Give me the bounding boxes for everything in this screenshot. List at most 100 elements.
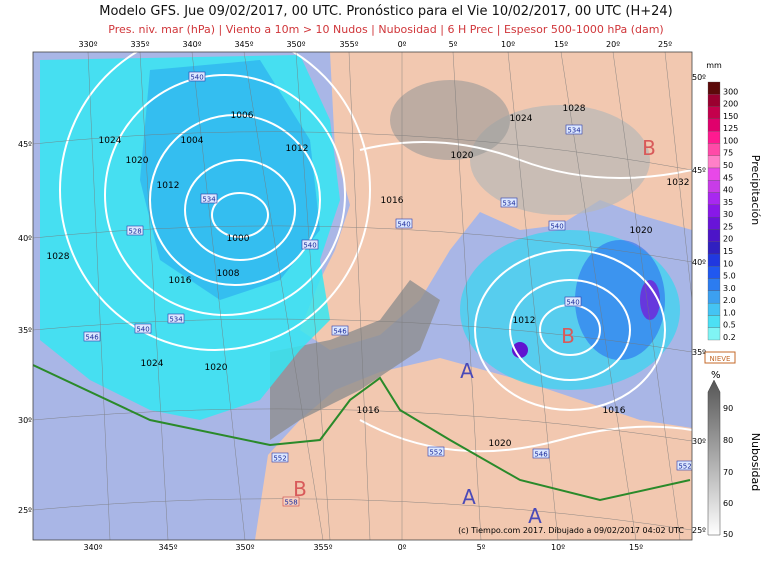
isobar-label: 1028 (563, 104, 586, 114)
isobar-label: 1032 (667, 178, 690, 188)
lon-label: 340º (182, 40, 201, 49)
precip-swatch (707, 241, 721, 255)
isobar-label: 1000 (227, 234, 250, 244)
thickness-label: 558 (284, 499, 297, 507)
precip-label: 25 (723, 222, 733, 231)
cloud-label: 90 (723, 404, 733, 413)
precip-swatch (707, 130, 721, 144)
lon-label: 15º (629, 543, 643, 552)
lat-label: 30º (692, 437, 706, 446)
precip-swatch (707, 302, 721, 316)
isobar-label: 1024 (99, 136, 122, 146)
thickness-box (126, 225, 144, 236)
precip-label: 35 (723, 198, 733, 207)
lat-label: 45º (692, 166, 706, 175)
thickness-box (564, 296, 582, 307)
precip-label: 40 (723, 186, 733, 195)
lon-label: 345º (234, 40, 253, 49)
thickness-label: 540 (566, 299, 579, 307)
thickness-label: 534 (502, 200, 516, 208)
lon-label: 10º (501, 40, 515, 49)
lon-label: 340º (83, 543, 102, 552)
snow-box (704, 351, 736, 364)
credit: (c) Tiempo.com 2017. Dibujado a 09/02/20… (458, 526, 684, 535)
precip-swatch (707, 229, 721, 242)
lon-label: 0º (398, 543, 407, 552)
isobar-label: 1024 (510, 114, 533, 124)
isobar-label: 1008 (217, 269, 240, 279)
lat-label: 35º (18, 326, 32, 335)
precip-title: Precipitación (749, 155, 762, 226)
precip-swatch (707, 155, 721, 169)
precip-label: 3.0 (723, 284, 736, 293)
precip-swatch (707, 315, 721, 328)
precip-label: 2.0 (723, 296, 736, 305)
thickness-label: 540 (136, 326, 149, 334)
thickness-box (548, 220, 566, 231)
thickness-label: 534 (202, 196, 216, 204)
precip-label: 50 (723, 161, 733, 170)
thickness-label: 552 (429, 449, 442, 457)
precip-swatch (707, 180, 721, 193)
thickness-box (271, 452, 289, 463)
thickness-label: 540 (190, 74, 203, 82)
map: 1024 1020 1012 1004 1006 1012 1000 1008 1016 1028… (33, 52, 692, 540)
thickness-label: 534 (169, 316, 183, 324)
isobar-label: 1012 (513, 316, 536, 326)
isobar-label: 1020 (126, 156, 149, 166)
thickness-label: 528 (128, 228, 141, 236)
thickness-box (188, 71, 206, 82)
isobar-label: 1012 (157, 181, 180, 191)
precip-label: 300 (723, 87, 738, 96)
lon-label: 355º (313, 543, 332, 552)
cloud-label: 80 (723, 436, 733, 445)
lat-label: 50º (692, 73, 706, 82)
thickness-box (532, 448, 550, 459)
lat-label: 45º (18, 140, 32, 149)
subtitle: Pres. niv. mar (hPa) | Viento a 10m > 10… (108, 23, 663, 36)
lon-label: 335º (130, 40, 149, 49)
thickness-label: 540 (550, 223, 563, 231)
lat-label: 25º (692, 526, 706, 535)
thickness-box (167, 313, 185, 324)
snow-label: NIEVE (710, 355, 731, 363)
precip-label: 30 (723, 210, 733, 219)
thickness-box (134, 323, 152, 334)
title: Modelo GFS. Jue 09/02/2017, 00 UTC. Pron… (99, 4, 672, 19)
isobar-label: 1020 (451, 151, 474, 161)
isobar-label: 1028 (47, 252, 70, 262)
thickness-label: 552 (678, 463, 691, 471)
thickness-box (301, 239, 319, 250)
precip-swatch (707, 94, 721, 107)
cloud-label: 50 (723, 530, 733, 539)
pressure-center: A (462, 485, 476, 509)
lon-label: 25º (658, 40, 672, 49)
precip-swatch (707, 266, 721, 279)
lon-label: 330º (78, 40, 97, 49)
precip-swatch (707, 81, 721, 95)
lon-label: 20º (606, 40, 620, 49)
thickness-box (500, 197, 518, 208)
precip-label: 200 (723, 100, 738, 109)
precip-label: 5.0 (723, 272, 736, 281)
precip-swatch (707, 253, 721, 267)
cloud-label: 70 (723, 468, 733, 477)
cloud-unit: % (711, 370, 721, 381)
precip-swatch (707, 106, 721, 120)
thickness-label: 546 (333, 328, 347, 336)
thickness-box (83, 331, 101, 342)
lat-label: 35º (692, 348, 706, 357)
pressure-center: B (561, 324, 575, 348)
precip-swatch (707, 278, 721, 292)
isobar-label: 1016 (603, 406, 626, 416)
isobar-label: 1012 (286, 144, 309, 154)
thickness-box (565, 124, 583, 135)
thickness-label: 546 (85, 334, 99, 342)
cloud-title: Nubosidad (749, 433, 762, 491)
pressure-center: B (293, 477, 307, 501)
lat-label: 30º (18, 416, 32, 425)
precip-swatch (707, 204, 721, 218)
isobar-label: 1016 (381, 196, 404, 206)
isobar-label: 1004 (181, 136, 204, 146)
